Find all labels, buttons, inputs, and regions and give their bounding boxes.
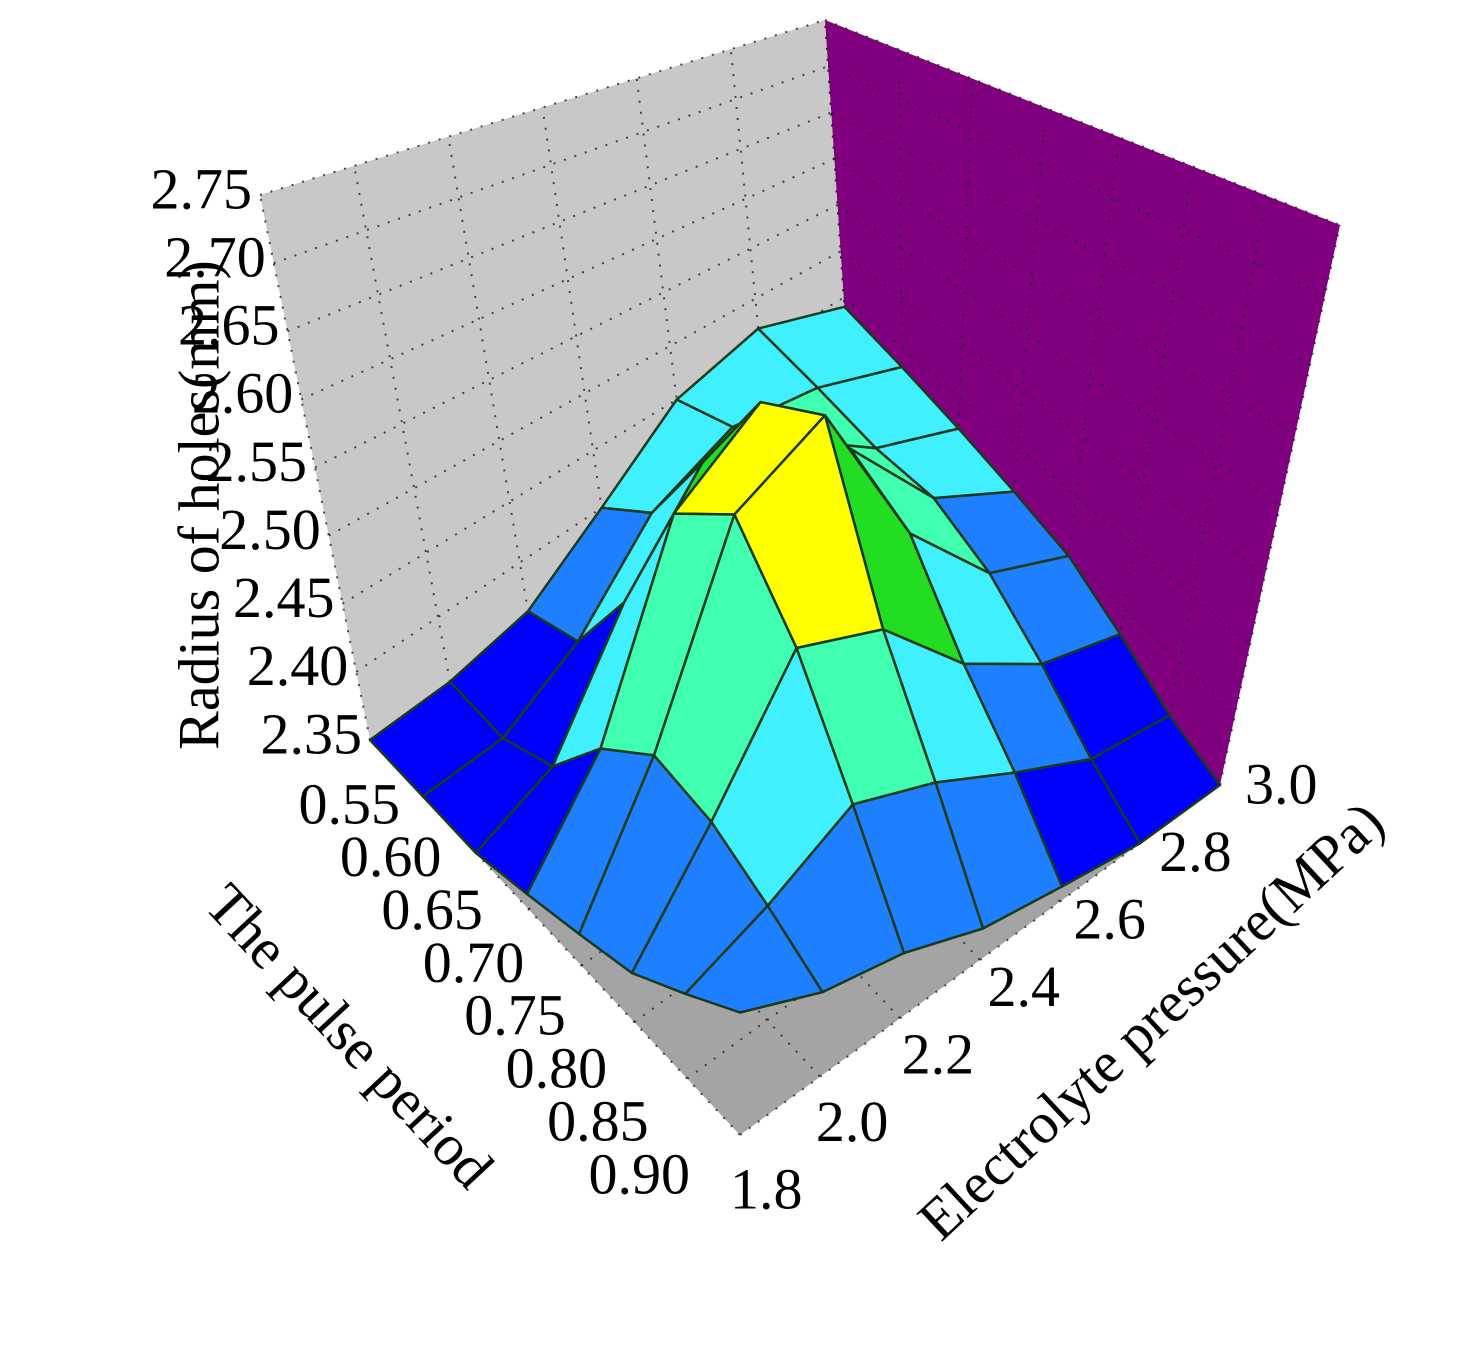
x-grid-line <box>954 78 974 503</box>
z-tick-label: 2.70 <box>164 224 266 289</box>
y-grid-line <box>259 194 371 741</box>
x-tick-label: 0.80 <box>506 1036 608 1101</box>
right-wall <box>825 20 1340 785</box>
z-tick-label: 2.60 <box>192 361 294 426</box>
z-tick-label: 2.45 <box>233 565 335 630</box>
y-grid-line <box>369 739 741 1136</box>
x-tick-label: 0.60 <box>340 824 442 889</box>
z-grid-line <box>830 111 1311 366</box>
y-tick-label: 2.4 <box>988 954 1061 1019</box>
z-tick-label: 2.50 <box>219 497 321 562</box>
y-tick-label: 2.6 <box>1073 886 1146 951</box>
left-wall <box>260 20 850 740</box>
z-grid-line <box>843 296 1251 646</box>
x-grid-line <box>1219 224 1341 786</box>
z-grid-line <box>836 204 1281 506</box>
z-tick-label: 2.75 <box>151 156 253 221</box>
surface <box>368 305 1222 1014</box>
y-tick-label: 2.8 <box>1159 819 1232 884</box>
z-tick-label: 2.55 <box>206 429 308 494</box>
x-tick-label: 0.75 <box>464 983 566 1048</box>
y-tick-label: 2.0 <box>816 1089 889 1154</box>
y-grid-line <box>541 107 611 566</box>
z-tick-label: 2.40 <box>247 633 349 698</box>
z-grid-line <box>840 250 1266 576</box>
x-tick-label: 0.70 <box>423 930 525 995</box>
x-grid-line <box>1166 195 1268 729</box>
x-tick-label: 0.55 <box>299 771 401 836</box>
y-grid-line <box>824 19 851 391</box>
x-tick-label: 0.90 <box>589 1141 691 1206</box>
y-tick-label: 1.8 <box>730 1156 803 1221</box>
z-tick-label: 2.35 <box>261 701 363 766</box>
z-tick-label: 2.65 <box>178 293 280 358</box>
x-tick-label: 0.85 <box>547 1088 649 1153</box>
y-tick-label: 2.2 <box>902 1021 975 1086</box>
y-tick-label: 3.0 <box>1245 751 1318 816</box>
z-axis-title: Radius of holes(mm) <box>166 260 231 750</box>
z-grid-line <box>833 157 1296 436</box>
x-tick-label: 0.65 <box>381 877 483 942</box>
surface-patch <box>683 904 824 1014</box>
y-grid-line <box>449 680 821 1078</box>
